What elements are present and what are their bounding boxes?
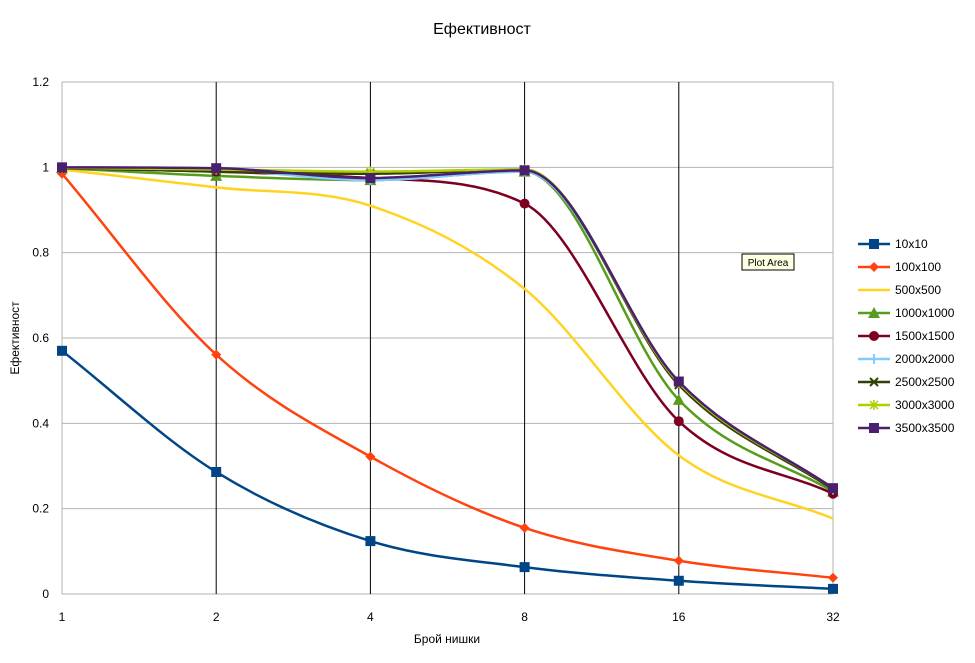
data-point bbox=[519, 165, 530, 176]
y-tick-label: 1.2 bbox=[32, 75, 49, 89]
x-tick-label: 1 bbox=[59, 610, 66, 624]
x-tick-label: 16 bbox=[672, 610, 686, 624]
data-point bbox=[365, 536, 376, 547]
y-tick-label: 0.8 bbox=[32, 246, 49, 260]
x-axis-label: Брой нишки bbox=[414, 632, 480, 646]
legend-marker bbox=[868, 307, 880, 318]
data-point bbox=[673, 555, 684, 566]
series-group bbox=[56, 162, 839, 594]
y-axis-label: Ефективност bbox=[8, 301, 22, 375]
legend-label: 1000x1000 bbox=[895, 306, 955, 320]
data-point bbox=[365, 451, 376, 462]
legend-item: 3000x3000 bbox=[858, 398, 955, 412]
data-point bbox=[519, 562, 530, 573]
legend-label: 3000x3000 bbox=[895, 398, 955, 412]
data-point bbox=[57, 345, 67, 356]
series-line bbox=[61, 172, 834, 580]
data-point bbox=[673, 575, 684, 586]
data-point bbox=[211, 349, 222, 360]
series-3500x3500 bbox=[57, 162, 838, 494]
legend-item: 3500x3500 bbox=[858, 421, 955, 435]
x-tick-label: 8 bbox=[521, 610, 528, 624]
data-point bbox=[672, 393, 685, 405]
legend-item: 1500x1500 bbox=[858, 329, 955, 343]
legend-item: 500x500 bbox=[858, 283, 941, 297]
legend-marker bbox=[869, 423, 879, 433]
x-tick-labels: 1 2 4 8 16 32 bbox=[59, 610, 840, 624]
legend-marker bbox=[869, 331, 879, 341]
legend-label: 3500x3500 bbox=[895, 421, 955, 435]
data-point bbox=[365, 173, 376, 183]
legend-marker bbox=[869, 377, 879, 387]
tooltip-text: Plot Area bbox=[748, 258, 789, 269]
legend-item: 2500x2500 bbox=[858, 375, 955, 389]
y-tick-label: 0 bbox=[42, 587, 49, 601]
data-point bbox=[828, 572, 838, 583]
data-point bbox=[673, 376, 684, 387]
data-point bbox=[211, 466, 222, 477]
legend-item: 1000x1000 bbox=[858, 306, 955, 320]
data-point bbox=[828, 483, 838, 494]
legend-label: 2000x2000 bbox=[895, 352, 955, 366]
x-tick-label: 2 bbox=[213, 610, 220, 624]
legend-label: 500x500 bbox=[895, 283, 941, 297]
y-tick-label: 1 bbox=[42, 160, 49, 174]
y-tick-label: 0.4 bbox=[32, 416, 49, 430]
legend-item: 2000x2000 bbox=[858, 352, 955, 366]
legend-item: 100x100 bbox=[858, 260, 941, 274]
legend-label: 2500x2500 bbox=[895, 375, 955, 389]
legend-marker bbox=[869, 354, 879, 364]
chart-title: Ефективност bbox=[433, 21, 531, 38]
legend-marker bbox=[869, 262, 879, 272]
legend-item: 10x10 bbox=[858, 237, 928, 251]
y-tick-label: 0.2 bbox=[32, 502, 49, 516]
series-10x10 bbox=[57, 345, 838, 594]
data-point bbox=[211, 163, 222, 174]
plot-area-tooltip: Plot Area bbox=[741, 253, 795, 271]
data-point bbox=[828, 583, 838, 594]
legend-marker bbox=[869, 400, 879, 410]
legend-label: 10x10 bbox=[895, 237, 928, 251]
legend-label: 100x100 bbox=[895, 260, 941, 274]
series-line bbox=[61, 349, 834, 591]
data-point bbox=[57, 162, 67, 173]
y-tick-label: 0.6 bbox=[32, 331, 49, 345]
data-point bbox=[673, 416, 684, 427]
legend-marker bbox=[869, 239, 879, 249]
data-point bbox=[365, 166, 376, 177]
x-tick-label: 4 bbox=[367, 610, 374, 624]
series-line bbox=[61, 166, 834, 490]
x-tick-label: 32 bbox=[826, 610, 840, 624]
legend-label: 1500x1500 bbox=[895, 329, 955, 343]
data-point bbox=[519, 198, 530, 209]
legend: 10x10 100x100 500x500 1000x1000 1500x1500 200… bbox=[858, 237, 955, 435]
y-tick-labels: 0 0.2 0.4 0.6 0.8 1 1.2 bbox=[32, 75, 49, 601]
series-500x500 bbox=[61, 168, 834, 520]
series-100x100 bbox=[57, 168, 838, 583]
data-point bbox=[519, 522, 530, 533]
series-line bbox=[61, 168, 834, 520]
